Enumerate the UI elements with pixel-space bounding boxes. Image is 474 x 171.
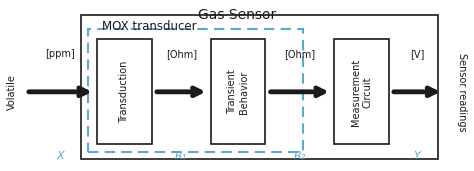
Text: Measurement
Circuit: Measurement Circuit [351,58,372,126]
Text: MOX transducer: MOX transducer [102,20,197,33]
Text: Gas Sensor: Gas Sensor [198,8,276,22]
Bar [97,39,152,144]
Text: Y: Y [414,151,420,161]
Bar [211,39,265,144]
Text: Volatile: Volatile [7,74,17,110]
Text: [Ohm]: [Ohm] [166,49,197,59]
Text: [ppm]: [ppm] [46,49,75,59]
Text: R₁: R₁ [175,151,187,161]
Text: [V]: [V] [410,49,424,59]
Text: Sensor readings: Sensor readings [457,53,467,132]
Text: R₂: R₂ [294,151,306,161]
Bar [334,39,389,144]
Text: Transient
Behavior: Transient Behavior [228,70,249,114]
Bar [81,15,438,159]
Text: [Ohm]: [Ohm] [284,49,315,59]
Text: X: X [56,151,64,161]
Text: Transduction: Transduction [119,61,129,123]
Bar [88,29,303,152]
